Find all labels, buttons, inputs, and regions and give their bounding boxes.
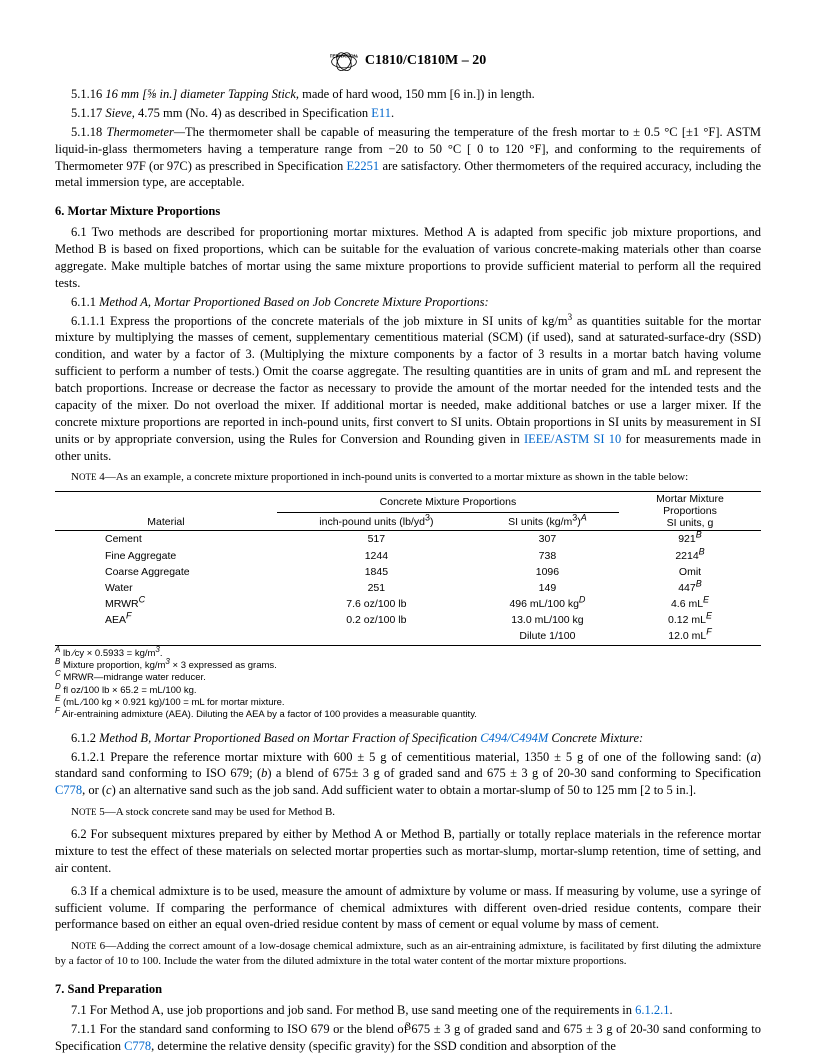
para-7.1: 7.1 For Method A, use job proportions an… (55, 1002, 761, 1019)
table-row: Coarse Aggregate18451096Omit (55, 564, 761, 580)
designation-title: C1810/C1810M – 20 (365, 53, 486, 68)
note-5: NOTE 5—A stock concrete sand may be used… (55, 805, 761, 820)
para-6.3: 6.3 If a chemical admixture is to be use… (55, 883, 761, 934)
section-7-heading: 7. Sand Preparation (55, 981, 761, 998)
para-6.2: 6.2 For subsequent mixtures prepared by … (55, 826, 761, 877)
note-4: NOTE 4—As an example, a concrete mixture… (55, 470, 761, 485)
th-si: SI units (kg/m3)A (476, 513, 619, 531)
th-material: Material (55, 492, 277, 531)
para-5.1.18: 5.1.18 Thermometer—The thermometer shall… (55, 124, 761, 192)
footnote: E (mL ⁄100 kg × 0.921 kg)/100 = mL for m… (55, 697, 761, 709)
footnote: D fl oz/100 lb × 65.2 = mL/100 kg. (55, 685, 761, 697)
th-concrete: Concrete Mixture Proportions (277, 492, 619, 513)
table-row: Cement517307921B (55, 531, 761, 548)
table-footnotes: A lb ⁄cy × 0.5933 = kg/m3.B Mixture prop… (55, 648, 761, 722)
footnote: A lb ⁄cy × 0.5933 = kg/m3. (55, 648, 761, 660)
table-row: Fine Aggregate12447382214B (55, 548, 761, 564)
footnote: B Mixture proportion, kg/m3 × 3 expresse… (55, 660, 761, 672)
page-number: 3 (0, 1018, 816, 1034)
proportions-table: Material Concrete Mixture Proportions Mo… (55, 491, 761, 645)
para-6.1.1: 6.1.1 Method A, Mortar Proportioned Base… (55, 294, 761, 311)
para-6.1.2.1: 6.1.2.1 Prepare the reference mortar mix… (55, 749, 761, 800)
para-6.1: 6.1 Two methods are described for propor… (55, 224, 761, 292)
svg-text:INTERNATIONAL: INTERNATIONAL (330, 54, 358, 60)
section-6-heading: 6. Mortar Mixture Proportions (55, 203, 761, 220)
footnote: F Air-entraining admixture (AEA). Diluti… (55, 709, 761, 721)
table-row: MRWRC7.6 oz/100 lb496 mL/100 kgD4.6 mLE (55, 596, 761, 612)
th-inchpound: inch-pound units (lb/yd3) (277, 513, 476, 531)
para-6.1.1.1: 6.1.1.1 Express the proportions of the c… (55, 313, 761, 465)
para-5.1.17: 5.1.17 Sieve, 4.75 mm (No. 4) as describ… (55, 105, 761, 122)
table-body: Cement517307921BFine Aggregate1244738221… (55, 531, 761, 645)
page-header: INTERNATIONAL C1810/C1810M – 20 (55, 50, 761, 72)
table-row: AEAF0.2 oz/100 lb13.0 mL/100 kg0.12 mLE (55, 612, 761, 628)
th-mortar: Mortar MixtureProportionsSI units, g (619, 492, 761, 531)
astm-logo-icon: INTERNATIONAL (330, 50, 358, 72)
note-6: NOTE 6—Adding the correct amount of a lo… (55, 939, 761, 969)
footnote: C MRWR—midrange water reducer. (55, 672, 761, 684)
para-6.1.2: 6.1.2 Method B, Mortar Proportioned Base… (55, 730, 761, 747)
table-row: Water251149447B (55, 580, 761, 596)
table-row: Dilute 1/10012.0 mLF (55, 628, 761, 645)
para-5.1.16: 5.1.16 16 mm [⅝ in.] diameter Tapping St… (55, 86, 761, 103)
